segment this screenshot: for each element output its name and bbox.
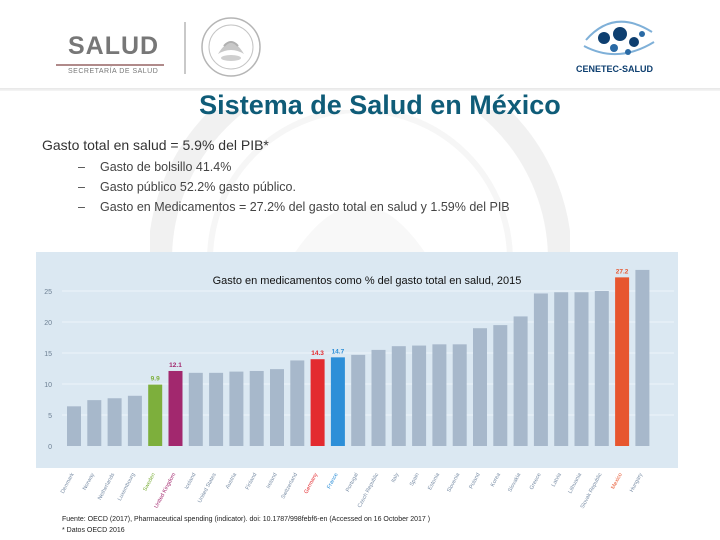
bar-poland <box>473 328 487 446</box>
salud-logo-subtitle: SECRETARÍA DE SALUD <box>68 68 159 75</box>
x-tick-label: Germany <box>303 472 319 495</box>
x-tick-label: Slovenia <box>446 471 462 493</box>
data-label: 14.3 <box>311 350 324 357</box>
bullet-gasto-medicamentos: – Gasto en Medicamentos = 27.2% del gasto… <box>78 200 510 214</box>
y-tick-label: 10 <box>44 382 52 389</box>
header-rule <box>0 88 720 91</box>
x-tick-label: Greece <box>529 472 543 491</box>
chart-category-band <box>36 468 678 512</box>
bar-germany <box>310 359 325 446</box>
bar-luxembourg <box>127 395 142 446</box>
bar-france <box>330 357 345 446</box>
data-label: 9.9 <box>151 376 160 383</box>
cenetec-logo: CENETEC-SALUD <box>570 14 670 84</box>
x-tick-label: Slovak Republic <box>580 472 604 510</box>
bar-korea <box>493 325 508 446</box>
bar-slovenia <box>452 344 467 446</box>
x-tick-label: United States <box>197 472 218 504</box>
bar-portugal <box>351 354 366 446</box>
x-tick-label: Italy <box>391 472 401 484</box>
x-tick-label: Netherlands <box>97 472 116 501</box>
bar-austria <box>229 371 244 446</box>
national-seal-icon <box>201 17 261 77</box>
bullet-gasto-bolsillo: – Gasto de bolsillo 41.4% <box>78 160 231 174</box>
salud-logo-word: SALUD <box>68 32 160 60</box>
page-title: Sistema de Salud en México <box>199 90 561 120</box>
salud-logo-underline <box>56 64 164 66</box>
x-tick-label: Ireland <box>266 472 279 490</box>
bar-latvia <box>554 292 569 446</box>
y-tick-label: 5 <box>48 413 52 420</box>
x-tick-label: Czech Republic <box>357 472 380 509</box>
x-tick-label: Finland <box>245 472 259 491</box>
header: SALUD SECRETARÍA DE SALUD CENETEC-SALUD <box>0 0 720 92</box>
cenetec-emblem-icon <box>583 20 655 56</box>
chart-title: Gasto en medicamentos como % del gasto t… <box>213 275 522 287</box>
bar-hungary <box>635 269 650 446</box>
bullet-text: Gasto de bolsillo 41.4% <box>100 160 232 174</box>
x-tick-label: Portugal <box>345 472 360 493</box>
gasto-total-text: Gasto total en salud = 5.9% del PIB* <box>42 137 269 153</box>
bar-sweden <box>148 384 163 446</box>
y-tick-label: 15 <box>44 351 52 358</box>
bar-estonia <box>432 344 447 446</box>
x-tick-label: United Kingdom <box>154 472 178 510</box>
bar-iceland <box>188 372 203 446</box>
source-note: Fuente: OECD (2017), Pharmaceutical spen… <box>62 516 431 523</box>
data-label: 14.7 <box>332 348 345 355</box>
x-tick-label: Korea <box>490 471 503 488</box>
logo-divider <box>184 22 186 74</box>
data-label: 27.2 <box>616 268 629 275</box>
bar-greece <box>533 293 548 446</box>
x-tick-label: Slovakia <box>507 471 522 493</box>
bar-lithuania <box>574 292 589 446</box>
data-label: 12.1 <box>169 362 182 369</box>
background-seal-watermark-icon <box>150 110 570 260</box>
bar-netherlands <box>107 398 122 446</box>
bar-ireland <box>270 369 284 446</box>
bar-norway <box>87 400 102 446</box>
x-tick-label: Switzerland <box>280 472 299 500</box>
y-tick-label: 20 <box>44 320 52 327</box>
bullet-text: Gasto en Medicamentos = 27.2% del gasto … <box>100 200 510 214</box>
x-tick-label: Luxembourg <box>117 472 137 502</box>
x-tick-label: Estonia <box>427 471 441 491</box>
bullet-dash: – <box>78 180 85 194</box>
x-tick-label: Denmark <box>60 472 76 495</box>
x-tick-label: Poland <box>468 472 481 490</box>
bar-spain <box>412 345 427 446</box>
bar-slovakia <box>513 316 528 446</box>
x-tick-label: Latvia <box>551 471 564 488</box>
bar-italy <box>391 346 406 446</box>
bullet-dash: – <box>78 160 85 174</box>
bar-mexico <box>615 277 630 446</box>
bar-finland <box>249 370 264 446</box>
bar-switzerland <box>290 360 305 446</box>
x-tick-label: Hungary <box>629 472 644 493</box>
bar-united-kingdom <box>168 370 183 446</box>
bar-denmark <box>67 406 81 446</box>
x-tick-label: Iceland <box>184 472 198 490</box>
x-tick-label: Norway <box>82 472 96 491</box>
x-tick-label: Mexico <box>610 472 623 490</box>
cenetec-logo-word: CENETEC-SALUD <box>576 64 654 74</box>
x-tick-label: Sweden <box>142 472 157 492</box>
bullet-text: Gasto público 52.2% gasto público. <box>100 180 296 194</box>
data-note: * Datos OECD 2016 <box>62 527 125 534</box>
y-tick-label: 0 <box>48 444 52 451</box>
bar-united-states <box>209 372 224 446</box>
x-tick-label: France <box>326 472 339 490</box>
bar-slovak-republic <box>594 291 609 446</box>
x-tick-label: Lithuania <box>567 471 583 494</box>
bullet-gasto-publico: – Gasto público 52.2% gasto público. <box>78 180 296 194</box>
salud-logo: SALUD SECRETARÍA DE SALUD <box>56 28 166 78</box>
bar-czech-republic <box>371 349 386 446</box>
x-tick-label: Austria <box>225 471 239 490</box>
x-tick-label: Spain <box>409 472 421 487</box>
y-tick-label: 25 <box>44 289 52 296</box>
bullet-dash: – <box>78 200 85 214</box>
